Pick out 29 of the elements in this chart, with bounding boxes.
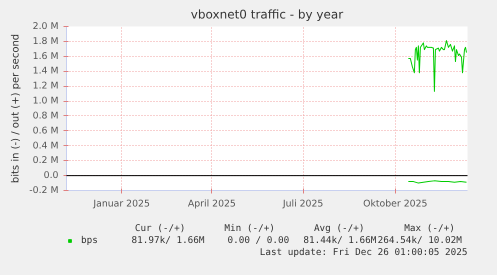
- text: 0.00 / 0.00: [227, 235, 290, 246]
- text: 81.97k/ 1.66M: [132, 235, 205, 246]
- y-tick-label: -0.2 M: [29, 185, 59, 196]
- chart-title: vboxnet0 traffic - by year: [190, 8, 344, 22]
- x-tick-label: April 2025: [188, 198, 236, 210]
- y-tick-label: 2.0 M: [32, 21, 59, 32]
- text: 81.44k/ 1.66M: [303, 235, 377, 246]
- y-tick-label: 0.4 M: [32, 140, 59, 152]
- y-tick-label: 0.0: [44, 170, 59, 182]
- x-tick-label: Januar 2025: [92, 198, 150, 210]
- line-series: [408, 40, 467, 92]
- y-tick-label: 1.2 M: [32, 80, 59, 92]
- y-tick-label: 1.4 M: [32, 66, 59, 77]
- x-tick-label: Juli 2025: [282, 198, 324, 210]
- y-tick-label: 1.8 M: [32, 36, 59, 47]
- text: Max (-/+): [404, 223, 455, 234]
- text: Cur (-/+): [134, 223, 186, 234]
- y-tick-label: 0.8 M: [32, 110, 59, 122]
- y-tick-label: 1.0 M: [32, 96, 59, 107]
- text: 264.54k/ 10.02M: [378, 235, 462, 246]
- y-tick-label: 0.6 M: [32, 125, 59, 136]
- text: Min (-/+): [224, 223, 275, 234]
- x-tick-label: Oktober 2025: [363, 198, 428, 210]
- y-tick-label: 1.6 M: [32, 50, 59, 62]
- legend-label: bps: [81, 234, 99, 246]
- text: Last update: Fri Dec 26 01:00:05 2025: [260, 247, 468, 258]
- text: Avg (-/+): [314, 223, 364, 234]
- y-tick-label: 0.2 M: [32, 155, 59, 166]
- y-axis-title: bits in (-) / out (+) per second: [10, 34, 22, 184]
